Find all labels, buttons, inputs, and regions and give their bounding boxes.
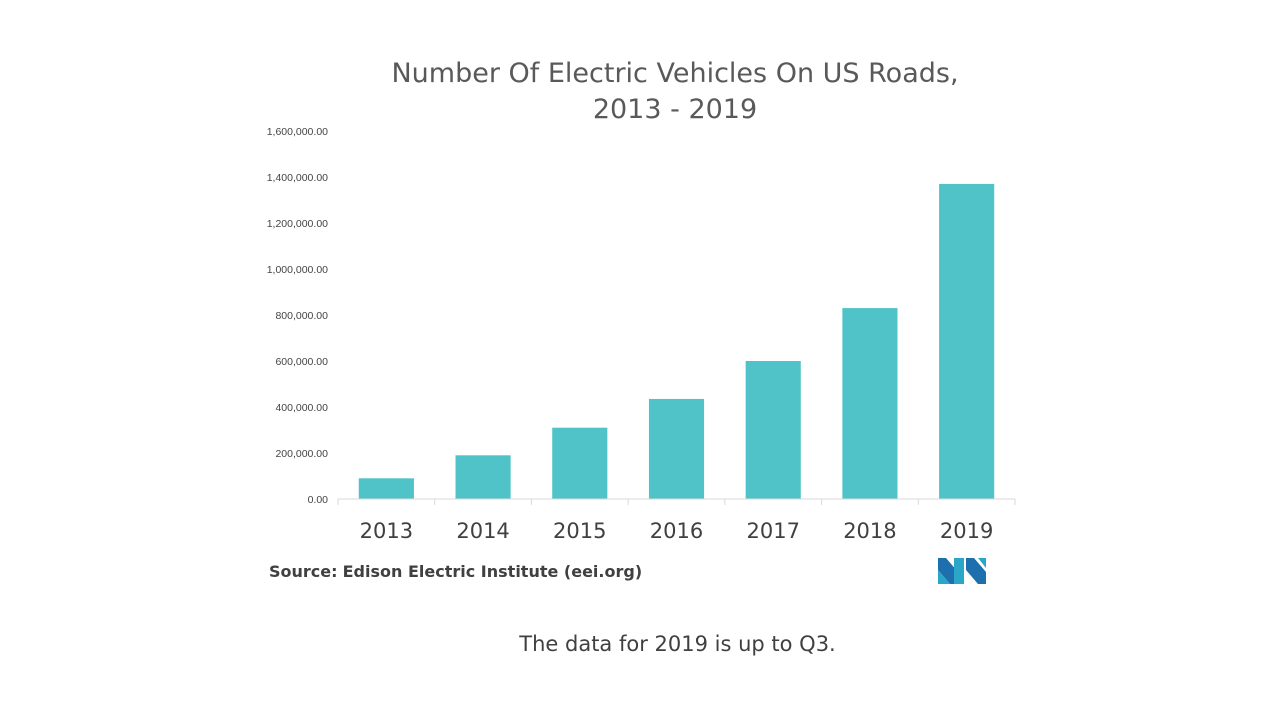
bars	[358, 183, 995, 499]
source-line: Source: Edison Electric Institute (eei.o…	[269, 562, 642, 581]
mordor-logo-icon	[938, 558, 986, 584]
y-tick-label: 600,000.00	[275, 356, 328, 368]
y-tick-label: 1,600,000.00	[267, 126, 328, 138]
x-axis-ticks	[337, 499, 1016, 505]
x-tick-label: 2019	[940, 519, 993, 543]
x-tick-label: 2018	[843, 519, 896, 543]
x-tick-label: 2017	[746, 519, 799, 543]
footnote: The data for 2019 is up to Q3.	[519, 632, 836, 656]
bar-2018	[842, 308, 898, 499]
chart-title: Number Of Electric Vehicles On US Roads,…	[260, 56, 1090, 128]
bar-2013	[358, 478, 414, 499]
y-tick-label: 0.00	[308, 494, 329, 506]
bar-2014	[455, 455, 511, 499]
y-tick-label: 800,000.00	[275, 310, 328, 322]
y-tick-label: 200,000.00	[275, 448, 328, 460]
x-tick-label: 2014	[456, 519, 509, 543]
y-tick-label: 1,400,000.00	[267, 172, 328, 184]
bar-2015	[552, 427, 608, 499]
bar-2016	[648, 398, 705, 499]
x-axis: 2013 2014 2015 2016 2017 2018 2019	[360, 519, 994, 543]
bar-chart: 0.00 200,000.00 400,000.00 600,000.00 800,00…	[267, 126, 1016, 543]
x-tick-label: 2016	[650, 519, 703, 543]
chart-title-line-1: Number Of Electric Vehicles On US Roads,	[391, 58, 959, 89]
source-label: Source:	[269, 562, 338, 581]
y-tick-label: 1,000,000.00	[267, 264, 328, 276]
bar-2017	[745, 361, 801, 499]
y-tick-label: 1,200,000.00	[267, 218, 328, 230]
x-tick-label: 2013	[360, 519, 413, 543]
bar-2019	[939, 183, 995, 499]
y-tick-label: 400,000.00	[275, 402, 328, 414]
x-tick-label: 2015	[553, 519, 606, 543]
source-text: Edison Electric Institute (eei.org)	[342, 562, 643, 581]
y-axis: 0.00 200,000.00 400,000.00 600,000.00 800,00…	[267, 126, 328, 506]
chart-title-line-2: 2013 - 2019	[592, 94, 758, 125]
